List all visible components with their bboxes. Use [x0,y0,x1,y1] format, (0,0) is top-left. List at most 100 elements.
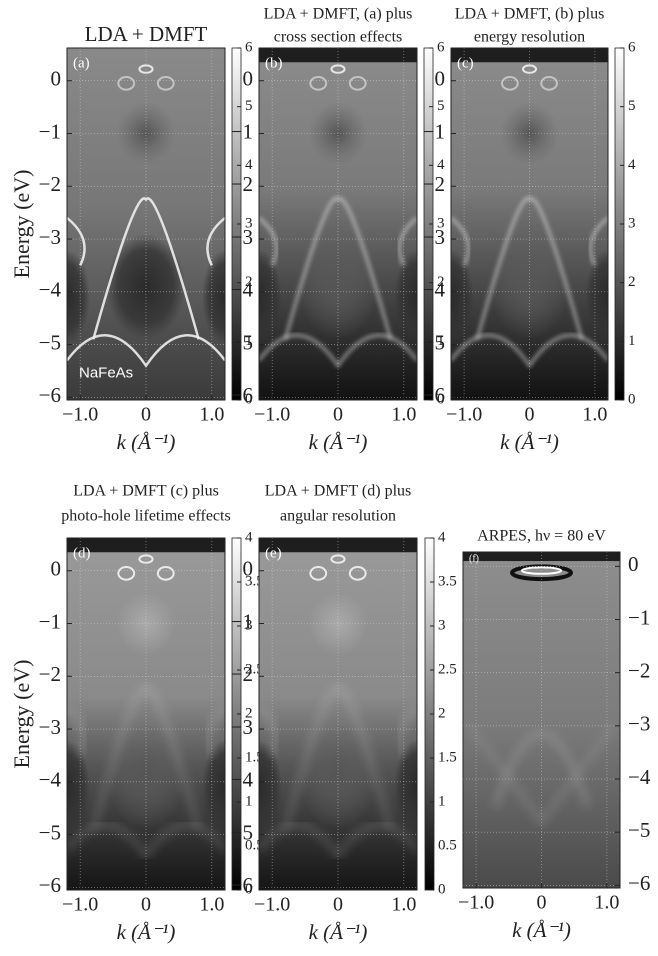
colorbar-tick-label: 0 [245,391,253,407]
y-tick-label: −1 [39,119,61,143]
colorbar-tick-label: 2.5 [438,661,457,677]
y-tick-label: −4 [39,278,62,302]
band-feature [156,76,175,91]
panel: −1.0 0 1.0 −6 −5 −4 −3 −2 −1 0 k (Å⁻¹) Energy (eV) L… [9,22,253,454]
band-feature [501,76,519,91]
x-tick-label: 1.0 [594,892,619,914]
colorbar-tick-label: 6 [437,39,445,55]
x-axis-label: k (Å⁻¹) [117,430,176,454]
heatmap-background [67,538,225,890]
y-tick-label: −5 [39,330,61,354]
y-tick-label: −5 [231,330,253,354]
shade [106,723,186,830]
band-feature [67,823,225,859]
x-tick-label: 0 [333,404,343,426]
x-tick-label: 1.0 [391,404,416,426]
panel-title: ARPES, hν = 80 eV [477,528,606,545]
colorbar-tick-label: 1 [245,793,253,809]
y-tick-label: −1 [39,609,61,633]
y-tick-label: 0 [243,67,254,91]
colorbar-tick-label: 6 [245,39,253,55]
colorbar-tick-label: 4 [245,157,253,173]
y-tick-label: −5 [231,820,253,844]
heatmap-background [67,48,225,400]
colorbar-tick-label: 3 [438,617,446,633]
colorbar-tick-label: 0 [438,881,446,897]
band-feature [309,76,328,91]
y-tick-label: −4 [231,278,254,302]
y-tick-label: −3 [39,225,61,249]
y-tick-label: −5 [423,330,445,354]
panel-label: (b) [265,55,283,71]
panel-label: (c) [457,55,474,71]
x-axis-label: k (Å⁻¹) [117,920,176,944]
shade [393,739,417,835]
band-feature [309,566,328,581]
cutoff-region [463,552,620,562]
panel: −1.0 0 1.0−6−5−4−3−2−10k (Å⁻¹)LDA + DMFT, … [423,6,636,454]
y-tick-label: −4 [628,765,651,789]
x-tick-label: 0 [537,892,547,914]
panel-title: energy resolution [474,29,585,46]
y-tick-label: 0 [435,67,446,91]
y-tick-label: −3 [39,715,61,739]
band-feature [67,706,86,757]
band-feature [398,706,417,757]
y-tick-label: −5 [39,820,61,844]
colorbar-tick-label: 3 [245,617,253,633]
y-tick-label: −4 [39,768,62,792]
band-feature [451,216,470,267]
x-axis-label: k (Å⁻¹) [500,430,559,454]
colorbar-tick-label: 2 [245,705,253,721]
y-tick-label: −2 [231,662,253,686]
shade [451,249,474,345]
y-tick-label: −3 [423,225,445,249]
band-feature [475,196,584,340]
cutoff-region [259,538,417,553]
heatmap [451,48,608,400]
y-tick-label: −2 [231,172,253,196]
band-feature [67,216,86,266]
colorbar-tick-label: 5 [628,98,636,114]
panel-title: LDA + DMFT, (b) plus [455,6,605,23]
x-tick-label: 1.0 [199,894,224,916]
y-tick-label: −6 [39,873,61,897]
y-tick-label: −1 [628,605,650,629]
band-feature [92,197,200,340]
colorbar-tick-label: 4 [628,157,636,173]
band-feature [259,333,417,369]
x-tick-label: −1.0 [254,894,290,916]
heatmap-background [451,48,608,400]
colorbar-tick-label: 0 [437,391,445,407]
colorbar-tick-label: 3 [245,215,253,231]
panel: −1.0 0 1.0 −6 −5 −4 −3 −2 −1 0 k (Å⁻¹) ARPES, hν = … [458,528,651,942]
shade [201,249,225,345]
y-tick-label: −3 [231,715,253,739]
band-feature [467,724,616,827]
colorbar-tick-label: 2 [438,705,446,721]
colorbar-tick-label: 1 [437,333,445,349]
colorbar-tick-label: 3 [437,215,445,231]
band-feature [117,566,136,581]
band-feature [589,216,608,267]
band-feature [540,76,558,91]
y-tick-label: −6 [231,873,253,897]
y-tick-label: −6 [39,383,61,407]
colorbar-tick-label: 0.5 [438,837,457,853]
y-tick-label: −6 [231,383,253,407]
panel-label: (f) [469,553,479,564]
cutoff-region [67,538,225,553]
colorbar-tick-label: 2 [437,274,445,290]
panel-label: (a) [73,55,90,71]
x-tick-label: −1.0 [62,404,98,426]
y-tick-label: −1 [231,119,253,143]
y-tick-label: 0 [243,557,254,581]
x-tick-label: −1.0 [446,404,482,426]
colorbar-tick-label: 1 [245,333,253,349]
shade [393,249,417,345]
y-tick-label: −6 [423,383,445,407]
shade [201,739,225,835]
shade [106,233,186,340]
x-tick-label: 0 [525,404,535,426]
shade [490,233,569,340]
